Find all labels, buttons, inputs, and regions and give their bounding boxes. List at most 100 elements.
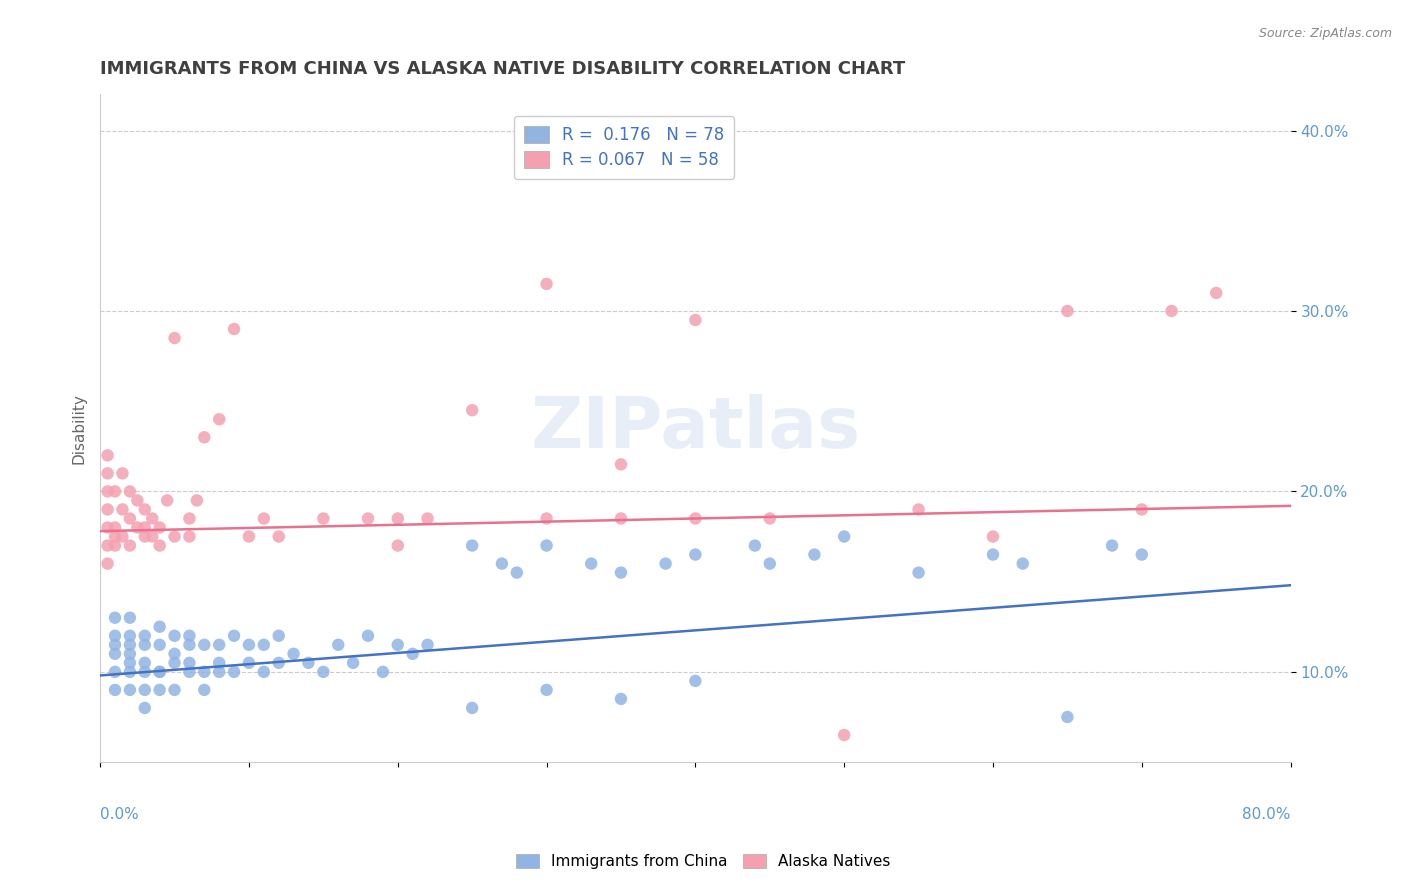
Point (163, 682, 186, 697)
Point (97, 484, 120, 499)
Point (134, 665, 156, 679)
Point (461, 701, 484, 715)
Point (981, 548, 1004, 562)
Point (134, 701, 156, 715)
Point (179, 638, 201, 652)
Point (104, 629, 127, 643)
Point (134, 629, 156, 643)
Point (610, 566, 633, 580)
Point (141, 529, 163, 543)
Point (134, 529, 156, 543)
Point (118, 539, 141, 553)
Point (1101, 539, 1123, 553)
Point (104, 647, 127, 661)
Point (253, 638, 276, 652)
Point (1130, 548, 1153, 562)
Point (193, 430, 215, 444)
Point (163, 529, 186, 543)
Point (579, 557, 602, 571)
Point (238, 656, 260, 670)
Point (179, 529, 201, 543)
Point (97, 467, 120, 481)
Point (744, 539, 766, 553)
Point (163, 629, 186, 643)
Point (156, 493, 179, 508)
Point (134, 638, 156, 652)
Point (491, 557, 513, 571)
Point (387, 511, 409, 525)
Point (267, 629, 290, 643)
Point (179, 629, 201, 643)
Point (758, 511, 780, 525)
Point (371, 665, 394, 679)
Point (104, 484, 127, 499)
Point (803, 548, 825, 562)
Text: IMMIGRANTS FROM CHINA VS ALASKA NATIVE DISABILITY CORRELATION CHART: IMMIGRANTS FROM CHINA VS ALASKA NATIVE D… (100, 60, 905, 78)
Point (118, 647, 141, 661)
Point (97, 448, 120, 462)
Point (149, 539, 172, 553)
Point (832, 728, 855, 742)
Point (981, 529, 1004, 543)
Point (685, 511, 707, 525)
Point (111, 467, 134, 481)
Point (416, 511, 439, 525)
Point (283, 647, 305, 661)
Point (253, 665, 276, 679)
Point (401, 647, 423, 661)
Point (222, 322, 245, 336)
Point (97, 557, 120, 571)
Point (127, 520, 149, 534)
Point (97, 502, 120, 516)
Point (127, 493, 149, 508)
Point (342, 656, 364, 670)
Point (149, 665, 172, 679)
Point (238, 638, 260, 652)
Point (118, 682, 141, 697)
Point (149, 638, 172, 652)
Point (134, 520, 156, 534)
Point (186, 493, 208, 508)
Point (104, 529, 127, 543)
Point (312, 511, 335, 525)
Point (104, 682, 127, 697)
Point (134, 656, 156, 670)
Point (149, 520, 172, 534)
Point (536, 511, 558, 525)
Point (208, 638, 231, 652)
Point (1160, 304, 1182, 318)
Point (238, 529, 260, 543)
Point (1056, 304, 1078, 318)
Point (357, 629, 380, 643)
Point (149, 682, 172, 697)
Point (118, 511, 141, 525)
Point (104, 638, 127, 652)
Point (253, 511, 276, 525)
Text: 80.0%: 80.0% (1243, 807, 1291, 822)
Point (357, 511, 380, 525)
Point (312, 665, 335, 679)
Point (267, 529, 290, 543)
Y-axis label: Disability: Disability (72, 392, 86, 464)
Point (461, 539, 484, 553)
Point (685, 313, 707, 327)
Legend: R =  0.176   N = 78, R = 0.067   N = 58: R = 0.176 N = 78, R = 0.067 N = 58 (513, 116, 734, 179)
Point (163, 331, 186, 345)
Point (208, 412, 231, 426)
Point (193, 665, 215, 679)
Point (387, 539, 409, 553)
Point (193, 638, 215, 652)
Point (536, 277, 558, 291)
Point (1056, 710, 1078, 724)
Point (104, 665, 127, 679)
Text: Source: ZipAtlas.com: Source: ZipAtlas.com (1258, 27, 1392, 40)
Point (610, 692, 633, 706)
Point (1130, 502, 1153, 516)
Point (193, 682, 215, 697)
Point (328, 638, 350, 652)
Point (267, 656, 290, 670)
Point (141, 511, 163, 525)
Point (610, 458, 633, 472)
Point (685, 673, 707, 688)
Point (907, 502, 929, 516)
